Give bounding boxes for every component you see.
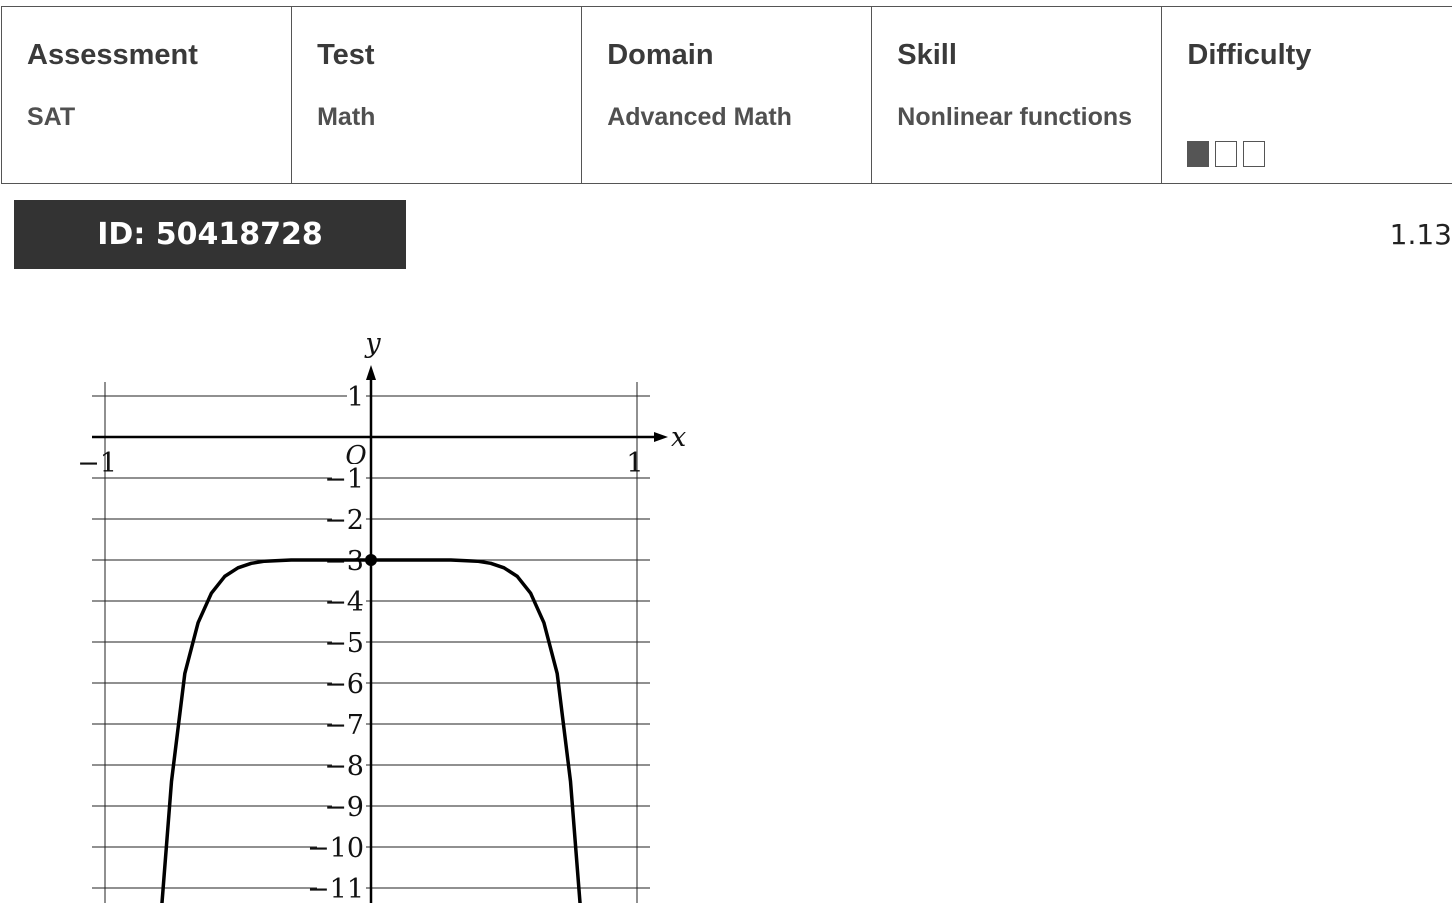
domain-cell: Domain Advanced Math bbox=[581, 6, 873, 184]
y-tick-label-bg-4 bbox=[332, 587, 366, 613]
y-tick-label-8: −8 bbox=[324, 751, 364, 782]
test-header: Test bbox=[317, 39, 375, 71]
difficulty-square-2 bbox=[1215, 141, 1238, 167]
difficulty-indicator bbox=[1187, 141, 1452, 167]
assessment-header: Assessment bbox=[27, 39, 198, 71]
y-tick-label-5: −5 bbox=[324, 628, 364, 659]
skill-cell: Skill Nonlinear functions bbox=[871, 6, 1163, 184]
question-metadata-table: Assessment SAT Test Math Domain Advanced… bbox=[0, 6, 1452, 184]
y-tick-label-bg-9 bbox=[332, 792, 366, 818]
x-axis-label: x bbox=[671, 422, 686, 453]
y-tick-label-bg-11 bbox=[317, 874, 366, 900]
origin-label: O bbox=[345, 441, 366, 471]
y-axis-label: y bbox=[364, 328, 381, 359]
version-label: 1.13 bbox=[1389, 218, 1452, 251]
y-tick-label-11: −11 bbox=[307, 874, 364, 903]
test-cell: Test Math bbox=[291, 6, 583, 184]
y-tick-label-2: −2 bbox=[324, 505, 364, 536]
difficulty-cell: Difficulty bbox=[1161, 6, 1452, 184]
x-tick-label-1: 1 bbox=[626, 448, 643, 479]
y-tick-label-bg-10 bbox=[317, 833, 366, 859]
y-tick-label-bg-7 bbox=[332, 710, 366, 736]
x-axis-arrow bbox=[654, 432, 668, 442]
assessment-cell: Assessment SAT bbox=[0, 6, 293, 184]
y-axis-arrow bbox=[366, 365, 376, 380]
skill-header: Skill bbox=[897, 39, 957, 71]
y-tick-label-10: −10 bbox=[307, 833, 364, 864]
y-tick-label-bg-8 bbox=[332, 751, 366, 777]
assessment-value: SAT bbox=[27, 103, 76, 131]
y-tick-label-bg-1 bbox=[332, 464, 366, 490]
function-graph: xyO−1 11−1−2−3−4−5−6−7−8−9−10−11 bbox=[77, 328, 686, 903]
y-tick-label-9: −9 bbox=[324, 792, 364, 823]
domain-value: Advanced Math bbox=[607, 103, 792, 131]
y-tick-label-1: −1 bbox=[324, 464, 364, 495]
y-tick-label-bg-0 bbox=[347, 382, 366, 408]
y-tick-label-bg-6 bbox=[332, 669, 366, 695]
y-tick-label-bg-5 bbox=[332, 628, 366, 654]
y-tick-label-6: −6 bbox=[324, 669, 364, 700]
skill-value: Nonlinear functions bbox=[897, 103, 1133, 131]
x-tick-label-0: −1 bbox=[77, 448, 117, 479]
y-tick-label-0: 1 bbox=[347, 382, 364, 413]
difficulty-square-3 bbox=[1243, 141, 1266, 167]
question-id-badge: ID: 50418728 bbox=[14, 200, 406, 269]
y-tick-label-bg-2 bbox=[332, 505, 366, 531]
y-tick-label-7: −7 bbox=[324, 710, 364, 741]
domain-header: Domain bbox=[607, 39, 714, 71]
difficulty-square-1 bbox=[1187, 141, 1210, 167]
difficulty-header: Difficulty bbox=[1187, 39, 1312, 71]
curve-point-0 bbox=[365, 554, 377, 566]
y-tick-label-4: −4 bbox=[324, 587, 364, 618]
test-value: Math bbox=[317, 103, 376, 131]
